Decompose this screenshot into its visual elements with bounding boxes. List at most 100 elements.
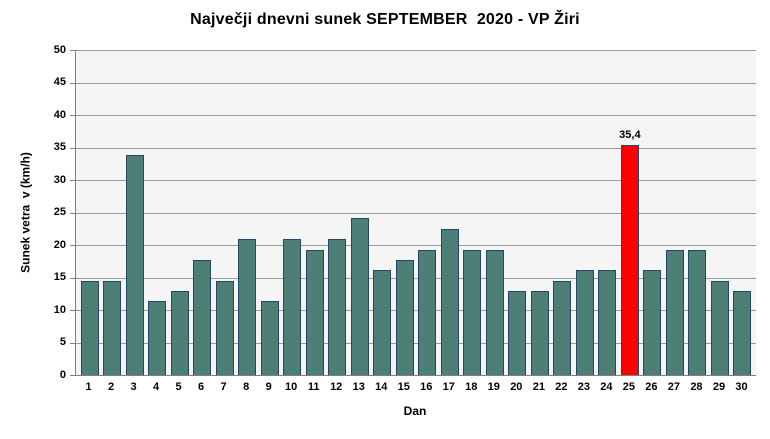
x-tick-label-26: 26: [645, 381, 658, 393]
y-tick-label-35: 35: [53, 141, 66, 153]
x-tick-label-15: 15: [397, 381, 410, 393]
x-tick-label-18: 18: [465, 381, 478, 393]
chart-title: Največji dnevni sunek SEPTEMBER 2020 - V…: [190, 11, 580, 28]
bar-day-19: [485, 249, 504, 375]
y-tick-mark-0: [70, 375, 75, 376]
bar-day-4: [148, 300, 167, 375]
y-tick-mark-35: [70, 147, 75, 149]
bar-day-26: [643, 270, 662, 375]
y-tick-mark-10: [70, 310, 75, 311]
bar-day-20: [508, 290, 527, 375]
x-tick-label-3: 3: [130, 381, 137, 393]
x-tick-label-28: 28: [690, 381, 703, 393]
bar-day-16: [418, 249, 437, 375]
y-tick-label-0: 0: [59, 368, 66, 381]
bar-series: 35,4: [76, 50, 756, 375]
bar-day-23: [575, 270, 594, 375]
bar-day-21: [530, 290, 549, 375]
gridline-30: [76, 180, 756, 181]
x-tick-label-11: 11: [307, 381, 320, 393]
y-tick-label-5: 5: [59, 336, 66, 348]
x-tick-label-5: 5: [175, 381, 182, 393]
y-tick-label-25: 25: [53, 206, 66, 218]
x-tick-label-7: 7: [220, 381, 227, 393]
y-axis-title: Sunek vetra v (km/h): [18, 152, 33, 273]
x-tick-label-27: 27: [667, 381, 681, 393]
gridline-50: [76, 50, 756, 51]
y-tick-mark-5: [70, 342, 75, 344]
gridline-10: [76, 310, 756, 311]
plot-area: 35,4: [70, 50, 756, 376]
bar-day-7: [215, 280, 234, 375]
x-tick-label-30: 30: [735, 381, 748, 393]
bar-day-14: [373, 270, 392, 375]
x-tick-label-20: 20: [510, 381, 523, 393]
x-tick-label-6: 6: [198, 381, 205, 393]
y-tick-mark-15: [70, 277, 75, 279]
bar-day-8: [238, 239, 257, 375]
x-tick-label-22: 22: [555, 381, 568, 393]
y-tick-mark-30: [70, 180, 75, 181]
y-tick-label-30: 30: [53, 173, 66, 186]
x-tick-label-10: 10: [285, 381, 298, 393]
bar-day-10: [283, 239, 302, 375]
bar-day-2: [103, 280, 122, 375]
x-tick-label-8: 8: [243, 381, 250, 393]
x-tick-label-29: 29: [712, 381, 726, 393]
x-axis-tick-labels: 1 2 3 4 5 6 7 8 9 10 11 12 13 14 15 16 17 18 19 20 21 22 23 24 2…: [75, 381, 755, 393]
x-tick-label-2: 2: [107, 381, 115, 393]
y-tick-label-45: 45: [53, 76, 66, 88]
bar-day-1: [80, 280, 99, 375]
y-tick-mark-45: [70, 82, 75, 84]
bar-day-15: [395, 259, 414, 375]
bar-day-11: [305, 249, 324, 375]
y-tick-label-20: 20: [53, 238, 66, 251]
x-tick-label-16: 16: [420, 381, 433, 393]
gridline-15: [76, 277, 756, 279]
x-tick-label-19: 19: [487, 381, 500, 393]
bar-day-29: [710, 280, 729, 375]
bar-day-22: [553, 280, 572, 375]
x-tick-label-25: 25: [622, 381, 636, 393]
bar-day-9: [260, 300, 279, 375]
bar-day-12: [328, 239, 347, 375]
y-tick-mark-40: [70, 115, 75, 116]
y-tick-mark-20: [70, 245, 75, 246]
bar-day-30: [733, 290, 752, 375]
gridline-40: [76, 115, 756, 116]
x-axis-title: Dan: [403, 404, 427, 418]
y-tick-label-15: 15: [53, 271, 66, 283]
gridline-35: [76, 147, 756, 149]
gridline-25: [76, 212, 756, 214]
y-tick-label-40: 40: [53, 108, 66, 121]
x-tick-label-23: 23: [577, 381, 590, 393]
gridline-45: [76, 82, 756, 84]
bar-day-25: 35,4: [619, 129, 641, 375]
x-tick-label-21: 21: [532, 381, 545, 393]
x-tick-label-14: 14: [375, 381, 388, 393]
y-tick-label-10: 10: [53, 303, 66, 316]
bar-day-27: [665, 249, 684, 375]
gridline-5: [76, 342, 756, 344]
bar-day-13: [350, 218, 369, 375]
x-tick-label-4: 4: [153, 381, 160, 393]
bar-day-3: [125, 155, 144, 375]
bar-day-28: [688, 249, 707, 375]
bar-day-6: [193, 259, 212, 375]
x-tick-label-1: 1: [85, 381, 92, 393]
bar-value-label: 35,4: [619, 128, 641, 141]
x-tick-label-12: 12: [330, 381, 343, 393]
x-tick-label-24: 24: [600, 381, 613, 393]
bar-day-24: [598, 270, 617, 375]
gridline-20: [76, 245, 756, 246]
x-tick-label-9: 9: [265, 381, 272, 393]
bar-day-17: [440, 228, 459, 375]
y-tick-label-50: 50: [53, 43, 66, 56]
x-tick-label-17: 17: [442, 381, 455, 393]
y-tick-mark-25: [70, 212, 75, 214]
y-tick-mark-50: [70, 50, 75, 51]
bar-day-5: [170, 290, 189, 375]
x-tick-label-13: 13: [352, 381, 365, 393]
bar-day-18: [463, 249, 482, 375]
